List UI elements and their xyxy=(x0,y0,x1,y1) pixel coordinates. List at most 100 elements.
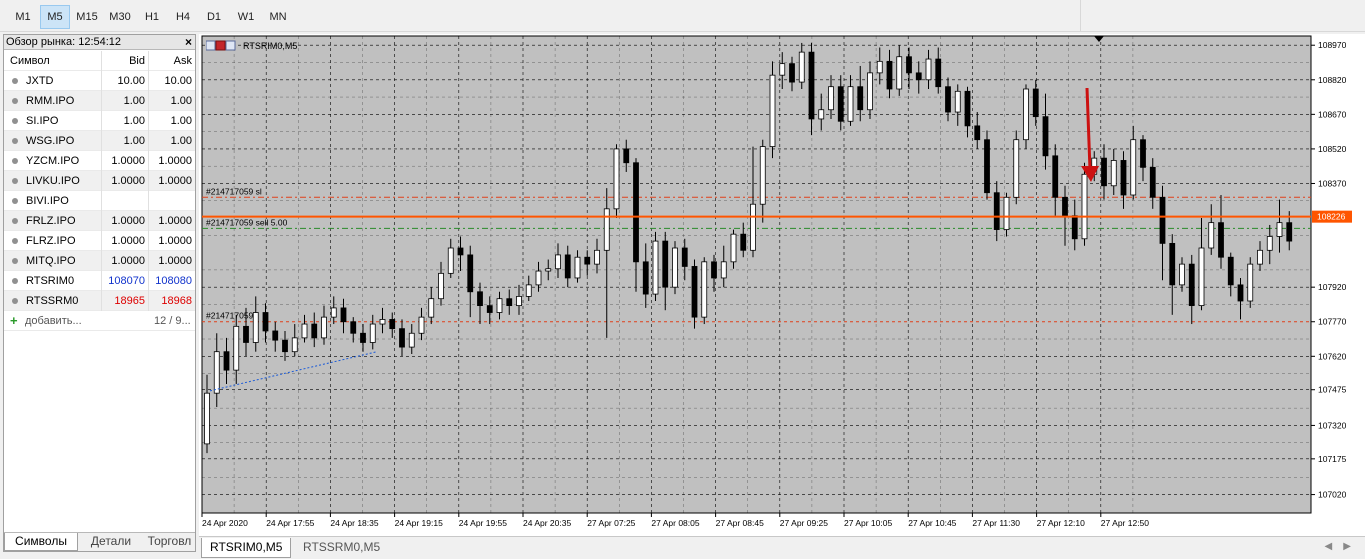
candle-up[interactable] xyxy=(730,233,737,263)
candle-down[interactable] xyxy=(623,148,630,164)
candle-up[interactable] xyxy=(613,148,620,210)
candle-up[interactable] xyxy=(925,58,932,81)
candle-up[interactable] xyxy=(525,284,532,297)
candle-down[interactable] xyxy=(1159,196,1166,244)
candle-down[interactable] xyxy=(262,312,269,332)
candle-down[interactable] xyxy=(1227,256,1234,286)
candle-up[interactable] xyxy=(428,298,435,318)
candle-up[interactable] xyxy=(759,146,766,205)
candle-down[interactable] xyxy=(1052,155,1059,198)
candle-down[interactable] xyxy=(789,63,795,83)
candle-up[interactable] xyxy=(330,307,337,318)
candle-down[interactable] xyxy=(350,321,357,334)
candle-up[interactable] xyxy=(1023,88,1029,141)
candle-up[interactable] xyxy=(603,208,610,251)
candle-up[interactable] xyxy=(1198,247,1205,307)
candle-up[interactable] xyxy=(1130,139,1137,196)
candle-up[interactable] xyxy=(896,56,903,90)
candle-down[interactable] xyxy=(984,139,990,194)
candle-down[interactable] xyxy=(282,339,288,353)
candle-down[interactable] xyxy=(915,72,922,81)
candle-up[interactable] xyxy=(369,323,376,343)
candle-up[interactable] xyxy=(769,74,776,148)
candle-down[interactable] xyxy=(1120,160,1127,196)
timeframe-button-h1[interactable]: H1 xyxy=(144,11,160,23)
candle-down[interactable] xyxy=(633,162,639,263)
symbol-row[interactable]: JXTD 10.00 10.00 xyxy=(4,71,195,91)
candle-up[interactable] xyxy=(408,332,415,348)
candle-down[interactable] xyxy=(1237,284,1244,302)
candle-up[interactable] xyxy=(1257,249,1263,265)
candle-up[interactable] xyxy=(555,254,561,270)
candle-down[interactable] xyxy=(945,86,951,113)
candle-up[interactable] xyxy=(516,295,522,307)
candle-down[interactable] xyxy=(360,332,366,343)
timeframe-button-w1[interactable]: W1 xyxy=(237,11,255,23)
candle-up[interactable] xyxy=(594,249,600,265)
candle-down[interactable] xyxy=(1218,222,1224,258)
candle-down[interactable] xyxy=(389,319,396,330)
candle-up[interactable] xyxy=(574,256,581,279)
candle-down[interactable] xyxy=(964,90,971,127)
candle-up[interactable] xyxy=(233,325,240,371)
timeframe-button-m1[interactable]: M1 xyxy=(15,11,31,23)
column-header-symbol[interactable]: Символ xyxy=(10,55,50,67)
candle-down[interactable] xyxy=(1042,116,1049,157)
candle-up[interactable] xyxy=(867,72,873,111)
symbol-row[interactable]: SI.IPO 1.00 1.00 xyxy=(4,111,195,131)
candle-up[interactable] xyxy=(204,392,210,445)
candle-up[interactable] xyxy=(828,86,834,111)
candle-up[interactable] xyxy=(672,247,678,288)
candle-down[interactable] xyxy=(974,125,981,141)
add-symbol-label[interactable]: добавить... xyxy=(25,315,82,327)
close-icon[interactable]: × xyxy=(184,35,192,49)
candle-down[interactable] xyxy=(1071,215,1078,240)
timeframe-button-m5[interactable]: M5 xyxy=(40,5,70,29)
candle-up[interactable] xyxy=(701,261,708,318)
candle-down[interactable] xyxy=(486,305,493,313)
candle-up[interactable] xyxy=(1266,236,1273,251)
candle-up[interactable] xyxy=(301,323,308,339)
price-chart[interactable]: 108970 108820 108670 108520 108370 107920 1077… xyxy=(199,34,1365,536)
candle-down[interactable] xyxy=(477,291,483,307)
candle-up[interactable] xyxy=(1276,222,1283,237)
timeframe-button-mn[interactable]: MN xyxy=(269,11,287,23)
candle-down[interactable] xyxy=(1140,139,1146,168)
symbol-row[interactable]: BIVI.IPO xyxy=(4,191,195,211)
candle-down[interactable] xyxy=(340,307,347,323)
candle-down[interactable] xyxy=(642,261,649,295)
candle-down[interactable] xyxy=(662,240,669,288)
candle-up[interactable] xyxy=(1013,139,1020,198)
candle-down[interactable] xyxy=(691,266,698,318)
candle-down[interactable] xyxy=(272,330,279,341)
candle-down[interactable] xyxy=(223,351,230,371)
candle-up[interactable] xyxy=(1110,160,1117,187)
candle-up[interactable] xyxy=(954,90,961,113)
candle-up[interactable] xyxy=(876,60,883,74)
candle-up[interactable] xyxy=(652,240,659,295)
column-header-bid[interactable]: Bid xyxy=(101,51,147,71)
candle-down[interactable] xyxy=(584,256,591,265)
candle-up[interactable] xyxy=(438,272,444,300)
chart-window[interactable]: 108970 108820 108670 108520 108370 107920 1077… xyxy=(199,34,1365,536)
candle-down[interactable] xyxy=(457,247,464,256)
candle-down[interactable] xyxy=(506,298,513,307)
candle-up[interactable] xyxy=(720,261,727,279)
candle-up[interactable] xyxy=(818,109,825,120)
candle-up[interactable] xyxy=(1179,263,1185,286)
candle-down[interactable] xyxy=(711,261,717,279)
symbol-row[interactable]: MITQ.IPO 1.0000 1.0000 xyxy=(4,251,195,271)
tab-scroll-arrows[interactable]: ◀ ▶ xyxy=(1324,541,1352,552)
candle-down[interactable] xyxy=(311,323,318,339)
candle-up[interactable] xyxy=(1247,263,1254,302)
candle-down[interactable] xyxy=(808,51,815,120)
timeframe-button-m30[interactable]: M30 xyxy=(109,11,131,23)
timeframe-button-d1[interactable]: D1 xyxy=(206,11,222,23)
symbol-row[interactable]: LIVKU.IPO 1.0000 1.0000 xyxy=(4,171,195,191)
symbol-row[interactable]: FRLZ.IPO 1.0000 1.0000 xyxy=(4,211,195,231)
candle-up[interactable] xyxy=(418,316,425,334)
symbol-row[interactable]: RTSSRM0 18965 18968 xyxy=(4,291,195,311)
tab-rtssrm0-m5[interactable]: RTSSRM0,M5 xyxy=(295,538,388,558)
chart-plot-area[interactable] xyxy=(201,35,1312,514)
symbol-row[interactable]: RMM.IPO 1.00 1.00 xyxy=(4,91,195,111)
